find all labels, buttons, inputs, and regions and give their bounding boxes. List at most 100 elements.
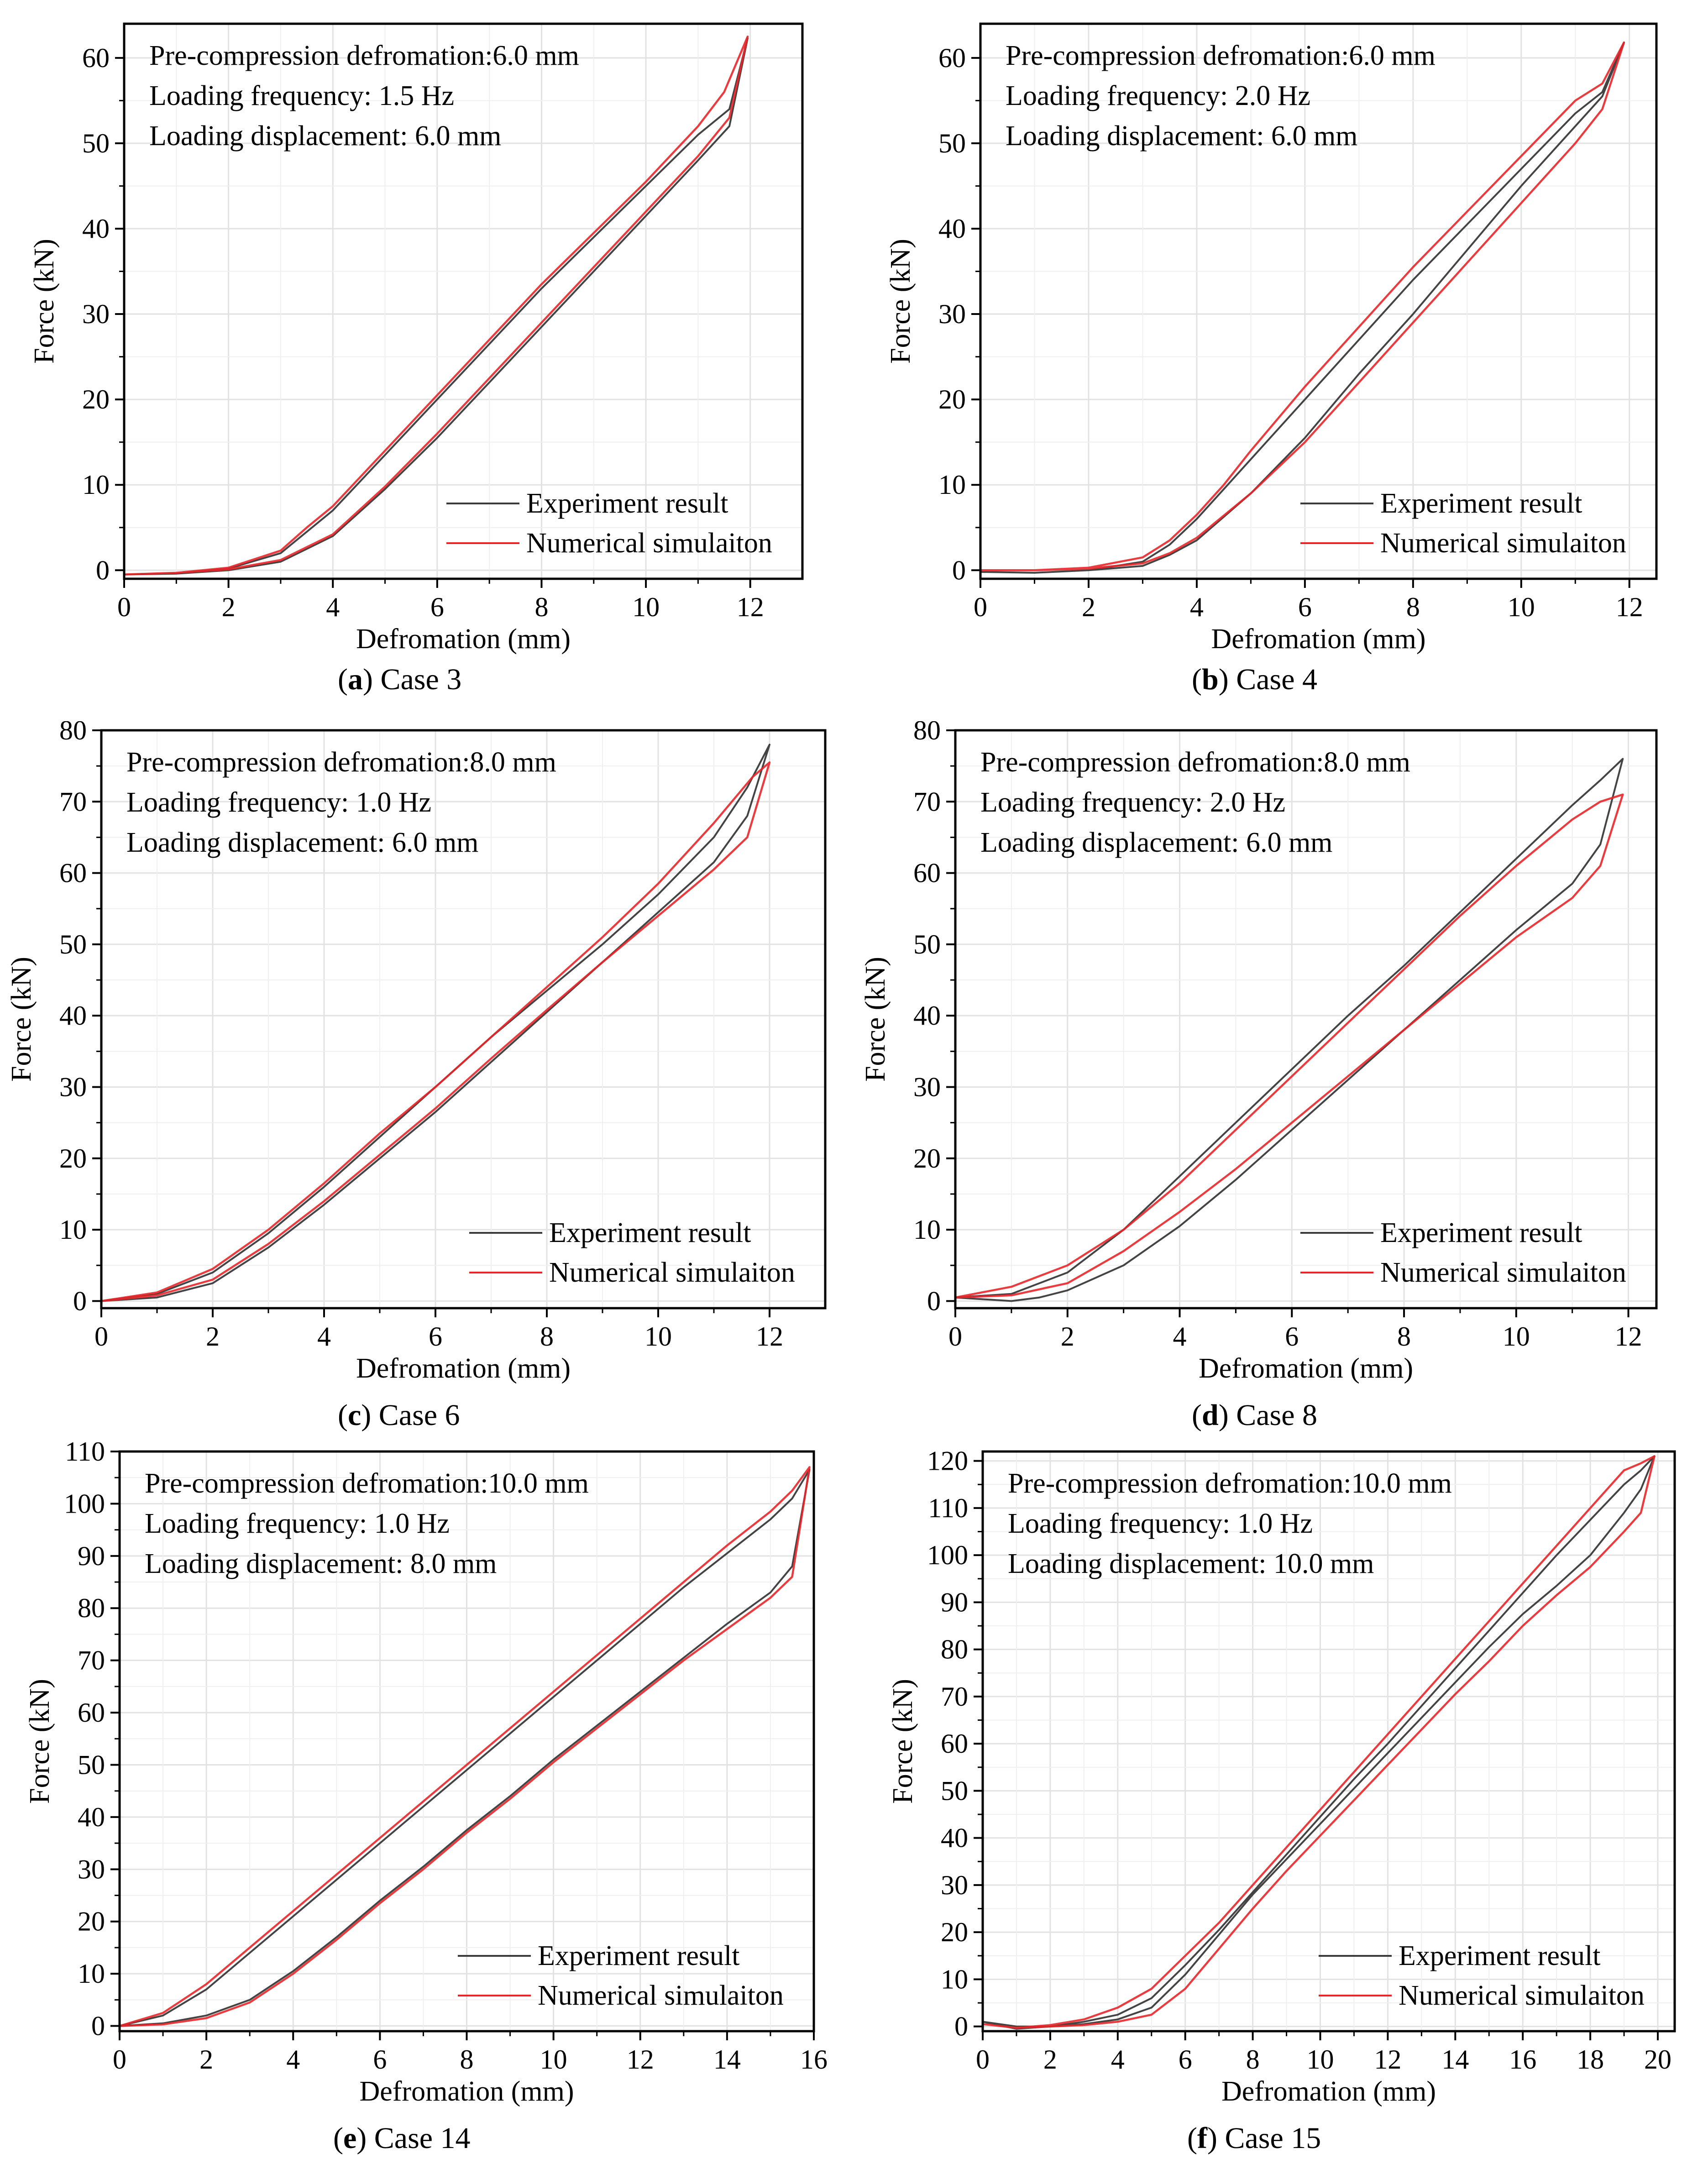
y-tick-label: 50: [78, 1750, 105, 1780]
y-axis-label: Force (kN): [885, 239, 916, 364]
chart-panel-d: 0 2 4 6 8 10 12 0 10 20 30 40 50 60 70 80 Defromation (m…: [860, 721, 1658, 1384]
series-line-simulation: [981, 1455, 1656, 2029]
chart-panel-e: 0 2 4 6 8 10 12 14 16 0 10 20 30 40 50 60 70 80 90 100 110 De…: [24, 1442, 828, 2107]
x-tick-label: 10: [632, 592, 660, 622]
series-line-simulation: [954, 793, 1624, 1299]
annotation-line: Pre-compression defromation:10.0 mm: [1008, 1468, 1452, 1499]
annotation-line: Pre-compression defromation:8.0 mm: [126, 747, 556, 778]
caption-e: (e) Case 14: [333, 2122, 471, 2155]
plot-frame: [954, 729, 1658, 1310]
caption-text: Case 6: [378, 1399, 460, 1432]
caption-letter: f: [1197, 2122, 1207, 2155]
y-tick-label: 120: [927, 1446, 968, 1476]
series-line-experiment: [980, 42, 1625, 574]
chart-panel-f: 0 2 4 6 8 10 12 14 16 18 20 0 10 20 30 40 50 60 70 80 90 100 1…: [887, 1446, 1676, 2107]
y-tick-label: 20: [913, 1143, 941, 1174]
series-line-simulation: [979, 41, 1625, 571]
y-tick-label: 50: [82, 128, 110, 158]
x-axis-label: Defromation (mm): [1221, 2076, 1436, 2107]
x-tick-label: 4: [1190, 592, 1204, 622]
y-tick-label: 40: [78, 1802, 105, 1832]
annotation-line: Loading frequency: 1.0 Hz: [145, 1508, 450, 1539]
x-tick-label: 12: [1374, 2044, 1401, 2075]
series-line-experiment: [954, 758, 1624, 1302]
annotation-line: Pre-compression defromation:8.0 mm: [980, 747, 1410, 778]
caption-text: Case 8: [1236, 1399, 1317, 1432]
x-tick-label: 12: [737, 592, 764, 622]
annotation-line: Pre-compression defromation:10.0 mm: [145, 1468, 589, 1499]
grid: [100, 729, 825, 1308]
y-tick-label: 10: [78, 1959, 105, 1989]
series-line-simulation: [118, 1466, 811, 2027]
x-tick-label: 8: [1406, 592, 1420, 622]
caption-text: Case 14: [374, 2122, 471, 2155]
x-tick-label: 8: [540, 1321, 554, 1352]
plot-frame: [123, 22, 804, 580]
y-tick-label: 40: [913, 1001, 941, 1031]
caption-b: (b) Case 4: [1192, 663, 1317, 696]
y-tick-label: 60: [59, 858, 87, 888]
y-tick-label: 80: [941, 1635, 968, 1665]
grid: [980, 24, 1656, 579]
y-tick-label: 20: [82, 384, 110, 414]
x-tick-label: 12: [627, 2044, 654, 2075]
y-tick-label: 100: [927, 1540, 968, 1570]
y-tick-label: 60: [82, 43, 110, 73]
y-tick-label: 10: [913, 1215, 941, 1245]
y-tick-label: 40: [938, 214, 966, 244]
x-axis-label: Defromation (mm): [1211, 624, 1425, 655]
x-tick-label: 10: [1508, 592, 1535, 622]
x-tick-label: 6: [430, 592, 444, 622]
y-tick-label: 20: [78, 1907, 105, 1937]
x-tick-label: 8: [460, 2044, 474, 2075]
y-tick-label: 30: [78, 1854, 105, 1884]
y-tick-label: 0: [927, 1286, 941, 1316]
x-tick-label: 8: [1397, 1321, 1411, 1352]
x-tick-label: 10: [1503, 1321, 1530, 1352]
plot-frame: [981, 1450, 1676, 2033]
grid: [982, 1451, 1675, 2031]
y-tick-label: 110: [928, 1493, 968, 1523]
y-tick-label: 60: [913, 858, 941, 888]
plot-frame: [979, 22, 1658, 580]
x-tick-label: 0: [94, 1321, 108, 1352]
y-tick-label: 70: [941, 1682, 968, 1712]
plot-frame: [100, 729, 827, 1310]
x-axis-label: Defromation (mm): [359, 2076, 574, 2107]
caption-text: Case 4: [1236, 663, 1317, 696]
y-tick-label: 70: [59, 786, 87, 817]
y-tick-label: 70: [913, 786, 941, 817]
grid: [123, 24, 802, 579]
y-tick-label: 40: [82, 214, 110, 244]
x-tick-label: 0: [113, 2044, 126, 2075]
y-tick-label: 30: [82, 299, 110, 329]
annotation-line: Pre-compression defromation:6.0 mm: [149, 40, 579, 71]
x-tick-label: 14: [1441, 2044, 1469, 2075]
y-tick-label: 10: [82, 470, 110, 500]
x-tick-label: 10: [1307, 2044, 1334, 2075]
y-axis-label: Force (kN): [24, 1679, 55, 1804]
annotation-line: Loading frequency: 1.0 Hz: [126, 787, 431, 818]
legend-label-experiment: Experiment result: [1399, 1940, 1600, 1971]
y-tick-label: 30: [941, 1870, 968, 1900]
legend-label-experiment: Experiment result: [538, 1940, 739, 1971]
x-tick-label: 10: [644, 1321, 672, 1352]
x-tick-label: 6: [1298, 592, 1312, 622]
annotation-line: Loading displacement: 6.0 mm: [149, 121, 501, 152]
y-tick-label: 0: [96, 555, 110, 585]
chart-panel-a: 0 2 4 6 8 10 12 0 10 20 30 40 50 60 Defromation (mm) Fo…: [29, 22, 804, 655]
x-tick-label: 12: [1616, 592, 1643, 622]
annotation-line: Loading frequency: 1.0 Hz: [1008, 1508, 1313, 1539]
legend-label-simulation: Numerical simulaiton: [538, 1980, 784, 2011]
y-tick-label: 50: [913, 929, 941, 959]
y-tick-label: 20: [941, 1917, 968, 1947]
legend-label-simulation: Numerical simulaiton: [549, 1257, 795, 1288]
x-tick-label: 16: [800, 2044, 828, 2075]
x-axis-label: Defromation (mm): [356, 1353, 571, 1384]
annotation-line: Loading displacement: 6.0 mm: [126, 827, 478, 858]
legend-label-experiment: Experiment result: [549, 1217, 751, 1248]
caption-text: Case 3: [380, 663, 462, 696]
y-tick-label: 90: [941, 1587, 968, 1617]
caption-c: (c) Case 6: [338, 1399, 460, 1432]
y-tick-label: 0: [954, 2012, 968, 2042]
